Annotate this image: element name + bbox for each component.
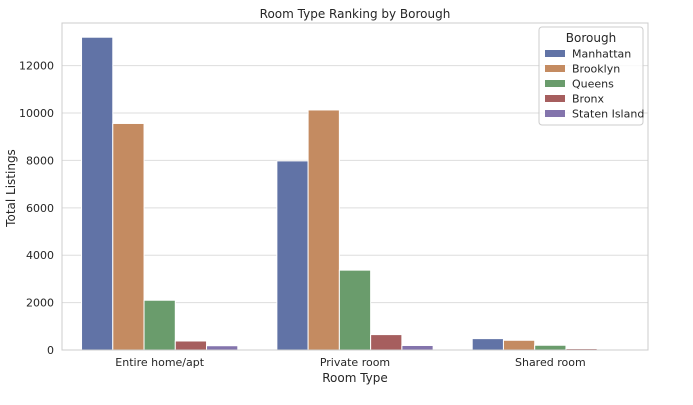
y-tick-label: 2000 (26, 297, 54, 310)
bar (175, 341, 206, 350)
bar (535, 345, 566, 350)
y-tick-label: 4000 (26, 249, 54, 262)
legend-swatch (545, 65, 565, 72)
x-axis-label: Room Type (322, 371, 388, 385)
bar (308, 110, 339, 350)
x-tick-labels: Entire home/apt Private room Shared room (115, 356, 585, 369)
y-tick-label: 10000 (19, 107, 54, 120)
legend-entry-label: Brooklyn (572, 63, 620, 76)
x-tick-label: Shared room (515, 356, 586, 369)
bar (402, 345, 433, 350)
y-tick-label: 6000 (26, 202, 54, 215)
x-tick-label: Entire home/apt (115, 356, 204, 369)
legend-title: Borough (566, 31, 616, 45)
chart-title: Room Type Ranking by Borough (260, 7, 451, 21)
x-tick-label: Private room (320, 356, 390, 369)
legend: Borough Manhattan Brooklyn Queens Bronx State… (539, 27, 644, 125)
y-tick-label: 0 (47, 344, 54, 357)
legend-entry-label: Manhattan (572, 48, 631, 61)
legend-entry-label: Bronx (572, 93, 605, 106)
legend-swatch (545, 110, 565, 117)
bar (82, 37, 113, 350)
bar (371, 335, 402, 350)
legend-swatch (545, 95, 565, 102)
legend-swatch (545, 50, 565, 57)
legend-entry-label: Staten Island (572, 108, 644, 121)
bar (472, 339, 503, 350)
bar (503, 340, 534, 350)
y-tick-labels: 0 2000 4000 6000 8000 10000 12000 (19, 60, 54, 357)
bar (144, 300, 175, 350)
legend-entry-label: Queens (572, 78, 614, 91)
bar (339, 270, 370, 350)
y-axis-label: Total Listings (4, 149, 18, 228)
bar (207, 346, 238, 350)
y-tick-label: 12000 (19, 60, 54, 73)
bar (113, 123, 144, 350)
bar (277, 161, 308, 350)
legend-swatch (545, 80, 565, 87)
y-tick-label: 8000 (26, 154, 54, 167)
